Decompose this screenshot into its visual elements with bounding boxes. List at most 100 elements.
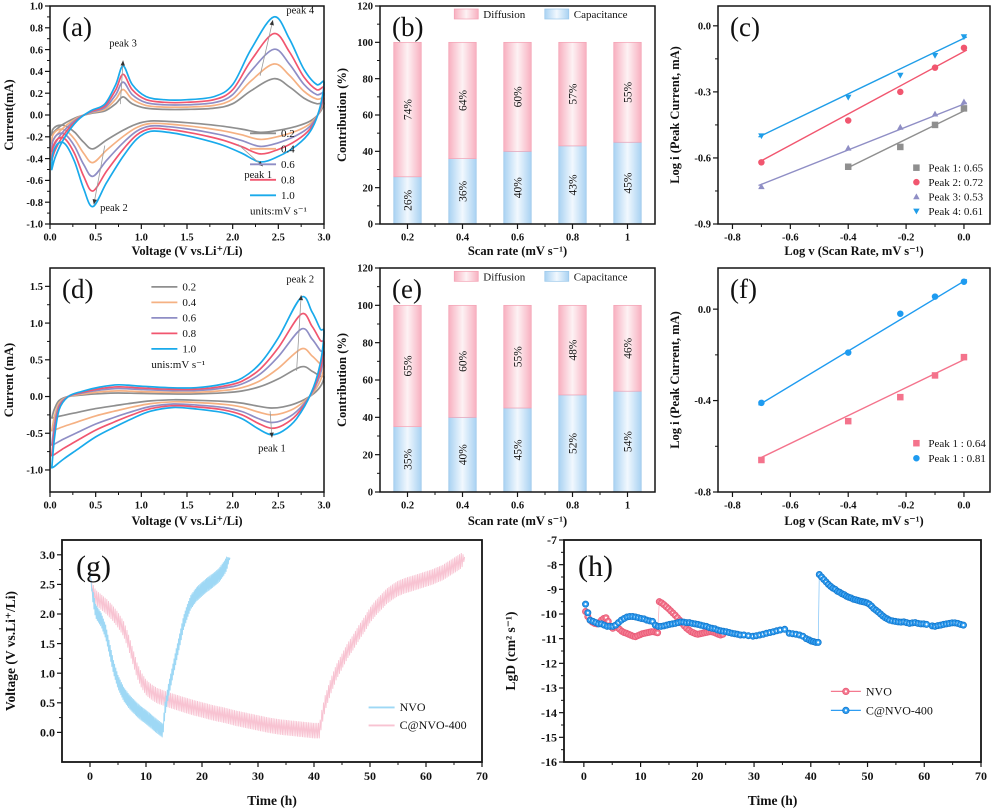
svg-text:(c): (c) (730, 12, 760, 42)
svg-text:-0.6: -0.6 (782, 233, 799, 244)
svg-text:60: 60 (918, 769, 930, 783)
svg-text:20: 20 (691, 769, 703, 783)
svg-text:2.5: 2.5 (272, 501, 285, 512)
svg-text:-0.6: -0.6 (782, 501, 799, 512)
svg-text:peak 2: peak 2 (286, 275, 314, 286)
svg-text:40%: 40% (513, 177, 525, 199)
svg-text:64%: 64% (458, 90, 470, 112)
svg-text:0.8: 0.8 (182, 328, 196, 340)
svg-text:Diffusion: Diffusion (483, 271, 525, 283)
svg-text:35%: 35% (403, 448, 415, 470)
svg-text:0.0: 0.0 (957, 233, 970, 244)
svg-text:peak 3: peak 3 (109, 38, 137, 49)
svg-text:120: 120 (357, 264, 373, 275)
svg-text:36%: 36% (458, 180, 470, 202)
svg-text:55%: 55% (513, 346, 525, 368)
svg-text:0.6: 0.6 (511, 233, 524, 244)
panel-d: 0.0 0.5 1.0 1.5 2.0 2.5 3.0 -1.0 -0.5 0.0 0.5 1.0 1.… (0, 260, 333, 530)
svg-text:2.5: 2.5 (272, 233, 285, 244)
svg-text:NVO: NVO (866, 684, 892, 698)
svg-text:1.5: 1.5 (180, 501, 193, 512)
svg-text:-0.4: -0.4 (26, 154, 43, 165)
svg-text:-12: -12 (541, 657, 557, 671)
svg-text:30: 30 (252, 769, 264, 783)
svg-text:-0.8: -0.8 (694, 488, 711, 499)
svg-text:Log i (Peak Current, mA): Log i (Peak Current, mA) (668, 46, 682, 184)
svg-text:LgD (cm² s⁻¹): LgD (cm² s⁻¹) (503, 612, 518, 691)
svg-text:Current(mA): Current(mA) (2, 79, 16, 150)
svg-text:1.0: 1.0 (182, 343, 196, 355)
svg-text:60: 60 (363, 376, 374, 387)
svg-text:3.0: 3.0 (317, 501, 330, 512)
svg-text:20: 20 (363, 450, 374, 461)
svg-text:Time (h): Time (h) (247, 793, 297, 808)
panel-b: 26% 74% 36% 64% 40% 60% 43% 57% 45% 55% 0.2 0.4 0.6 0… (333, 0, 666, 260)
svg-text:0.5: 0.5 (89, 233, 102, 244)
svg-text:54%: 54% (623, 431, 635, 453)
svg-text:peak 4: peak 4 (286, 6, 314, 17)
svg-text:60: 60 (420, 769, 432, 783)
svg-text:-0.8: -0.8 (724, 233, 741, 244)
svg-text:2.0: 2.0 (226, 501, 239, 512)
svg-text:60%: 60% (458, 350, 470, 372)
svg-text:45%: 45% (623, 172, 635, 194)
svg-text:1: 1 (625, 233, 630, 244)
svg-text:Diffusion: Diffusion (483, 9, 525, 21)
svg-text:1.0: 1.0 (135, 233, 148, 244)
svg-text:40: 40 (363, 413, 374, 424)
svg-text:-9: -9 (547, 583, 557, 597)
svg-text:-8: -8 (547, 558, 557, 572)
svg-text:Log i (Peak Current, mA): Log i (Peak Current, mA) (668, 311, 682, 449)
svg-text:0.4: 0.4 (281, 143, 295, 155)
svg-text:-0.3: -0.3 (694, 88, 711, 99)
svg-text:0.0: 0.0 (957, 501, 970, 512)
svg-text:80: 80 (363, 338, 374, 349)
svg-text:0.6: 0.6 (511, 501, 524, 512)
svg-text:-16: -16 (541, 755, 557, 769)
svg-text:46%: 46% (623, 337, 635, 359)
svg-text:(d): (d) (62, 274, 93, 304)
svg-text:C@NVO-400: C@NVO-400 (400, 718, 467, 732)
svg-text:-0.6: -0.6 (694, 154, 711, 165)
chart-b: 26% 74% 36% 64% 40% 60% 43% 57% 45% 55% 0.2 0.4 0.6 0… (335, 2, 656, 258)
svg-text:1.5: 1.5 (180, 233, 193, 244)
svg-text:peak 1: peak 1 (244, 170, 272, 181)
svg-text:1.5: 1.5 (40, 637, 55, 651)
svg-text:0.2: 0.2 (30, 89, 43, 100)
svg-text:-0.4: -0.4 (694, 396, 711, 407)
panel-h: 0 10 20 30 40 50 60 70 -16 -15 -14 -13 -12 -11 -10 -9 -8… (500, 530, 999, 810)
svg-text:(f): (f) (730, 274, 757, 304)
svg-text:10: 10 (635, 769, 647, 783)
chart-h: 0 10 20 30 40 50 60 70 -16 -15 -14 -13 -12 -11 -10 -9 -8… (503, 533, 987, 808)
svg-text:-14: -14 (541, 706, 557, 720)
svg-text:C@NVO-400: C@NVO-400 (866, 703, 933, 717)
svg-text:1.0: 1.0 (40, 666, 55, 680)
svg-text:-0.9: -0.9 (694, 220, 711, 231)
svg-text:0.0: 0.0 (698, 305, 711, 316)
svg-text:65%: 65% (403, 355, 415, 377)
svg-text:40: 40 (805, 769, 817, 783)
svg-text:1.5: 1.5 (30, 282, 43, 293)
svg-text:Capacitance: Capacitance (574, 9, 628, 21)
svg-text:26%: 26% (403, 189, 415, 211)
svg-text:Log v (Scan Rate, mV s⁻¹): Log v (Scan Rate, mV s⁻¹) (784, 514, 923, 528)
svg-text:0.2: 0.2 (182, 281, 196, 293)
svg-text:3.0: 3.0 (317, 233, 330, 244)
svg-text:Current (mA): Current (mA) (2, 343, 16, 417)
svg-text:0.8: 0.8 (281, 174, 295, 186)
chart-a: 0.0 0.5 1.0 1.5 2.0 2.5 3.0 -1.0 -0.8 -0.6 -0.4 -0.… (2, 2, 331, 258)
svg-text:3.0: 3.0 (40, 548, 55, 562)
chart-g: 0 10 20 30 40 50 60 70 0.0 0.5 1.0 1.5 2.0 2.5 3.0 Time… (3, 539, 488, 808)
svg-text:(a): (a) (62, 12, 92, 42)
svg-text:Peak 2: 0.72: Peak 2: 0.72 (928, 177, 983, 189)
svg-text:-7: -7 (547, 533, 557, 547)
svg-text:unis:mV s⁻¹: unis:mV s⁻¹ (151, 359, 205, 371)
svg-text:1: 1 (625, 501, 630, 512)
svg-text:Contribution (%): Contribution (%) (335, 68, 349, 162)
svg-text:Log v (Scan Rate, mV s⁻¹): Log v (Scan Rate, mV s⁻¹) (784, 244, 923, 258)
svg-text:Peak 1: 0.65: Peak 1: 0.65 (928, 163, 983, 175)
svg-text:2.5: 2.5 (40, 578, 55, 592)
svg-text:(g): (g) (76, 550, 111, 583)
svg-text:50: 50 (862, 769, 874, 783)
svg-text:Peak 4: 0.61: Peak 4: 0.61 (928, 206, 983, 218)
